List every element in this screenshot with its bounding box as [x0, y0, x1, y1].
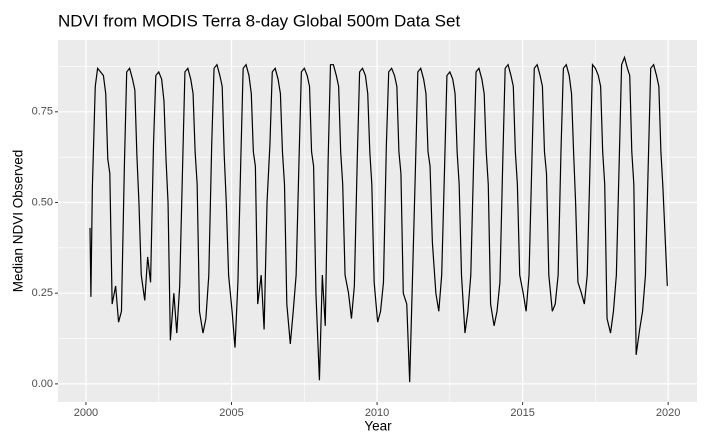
y-tick-label: 0.00: [32, 378, 53, 390]
chart-title: NDVI from MODIS Terra 8-day Global 500m …: [58, 11, 460, 30]
x-tick-label: 2000: [74, 407, 98, 419]
y-tick-label: 0.75: [32, 106, 53, 118]
x-tick-label: 2020: [656, 407, 680, 419]
x-tick-label: 2015: [510, 407, 534, 419]
y-tick-label: 0.50: [32, 196, 53, 208]
data-line: [89, 55, 668, 383]
y-tick-label: 0.25: [32, 287, 53, 299]
x-tick-label: 2010: [365, 407, 389, 419]
x-tick-label: 2005: [219, 407, 243, 419]
x-axis-label: Year: [364, 419, 392, 434]
y-axis-label: Median NDVI Observed: [11, 150, 26, 293]
